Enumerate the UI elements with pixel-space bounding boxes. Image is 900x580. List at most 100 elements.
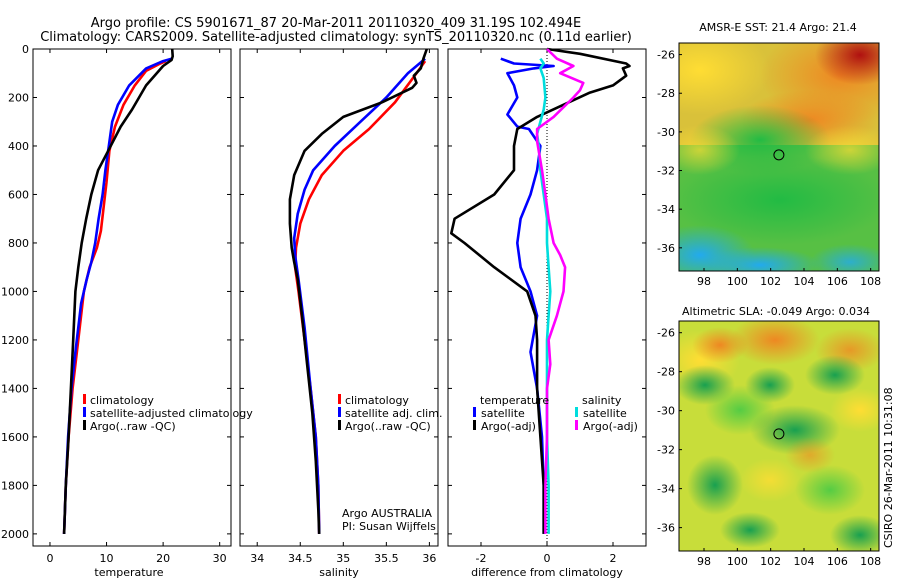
sst-map-panel: AMSR-E SST: 21.4 Argo: 21.4 98 100 102 104 1… xyxy=(657,21,881,288)
difference-legend: temperature satellite Argo(-adj) salinit… xyxy=(473,394,638,433)
sst-lat-tick-label: -30 xyxy=(657,126,675,139)
depth-tick-label: 1200 xyxy=(1,334,29,347)
sla-lon-tick-label: 100 xyxy=(727,555,748,568)
salinity-panel: 34 34.5 35 35.5 36 salinity climatology sate… xyxy=(239,48,442,579)
depth-tick-label: 1400 xyxy=(1,382,29,395)
legend-heading-temperature: temperature xyxy=(480,394,549,407)
sla-lon-tick-label: 106 xyxy=(827,555,848,568)
temperature-plot-frame xyxy=(32,48,232,547)
salinity-x-tick-label: 36 xyxy=(422,552,436,565)
difference-x-tick-label: -2 xyxy=(476,552,487,565)
salinity-plot-frame xyxy=(239,48,439,547)
salinity-x-tick-label: 34.5 xyxy=(288,552,313,565)
salinity-series-line xyxy=(288,48,429,534)
difference-y-ticks xyxy=(448,48,646,535)
sst-lat-tick-label: -32 xyxy=(657,165,675,178)
sla-lat-tick-label: -32 xyxy=(657,444,675,457)
temperature-y-axis: 0 200 400 600 800 1000 1200 1400 1600 1800 2000 xyxy=(1,43,231,541)
salinity-x-tick-label: 35.5 xyxy=(374,552,399,565)
difference-series-line xyxy=(535,48,585,534)
sla-lat-tick-label: -36 xyxy=(657,522,675,535)
depth-tick-label: 400 xyxy=(8,140,29,153)
salinity-x-tick-label: 35 xyxy=(336,552,350,565)
legend-label-temp-argo: Argo(-adj) xyxy=(481,420,536,433)
depth-tick-label: 0 xyxy=(22,43,29,56)
sst-lat-tick-label: -28 xyxy=(657,87,675,100)
temperature-x-tick-label: 0 xyxy=(46,552,53,565)
legend-label-temp-satellite: satellite xyxy=(481,407,525,420)
sla-lat-tick-label: -30 xyxy=(657,405,675,418)
difference-lines xyxy=(449,47,631,534)
figure-title-line2: Climatology: CARS2009. Satellite-adjuste… xyxy=(40,30,632,45)
temperature-xlabel: temperature xyxy=(94,566,163,579)
legend-label-satellite: satellite-adjusted climatology xyxy=(90,407,253,420)
salinity-series-line xyxy=(292,57,426,534)
legend-swatch-climatology xyxy=(338,394,341,404)
sst-lon-tick-label: 98 xyxy=(697,275,711,288)
difference-series-line xyxy=(500,57,555,534)
annotation-argo-australia: Argo AUSTRALIA xyxy=(342,507,432,520)
sla-lon-tick-label: 102 xyxy=(760,555,781,568)
sla-lon-tick-label: 98 xyxy=(697,555,711,568)
temperature-x-axis: 0 10 20 30 xyxy=(46,49,227,565)
difference-x-tick-label: 0 xyxy=(544,552,551,565)
sst-map-axes: 98 100 102 104 106 108 -26 -28 -30 -32 -34 -36 xyxy=(657,49,881,288)
sst-lat-tick-label: -36 xyxy=(657,242,675,255)
sla-lat-tick-label: -34 xyxy=(657,483,675,496)
salinity-xlabel: salinity xyxy=(319,566,359,579)
legend-swatch-argo xyxy=(338,420,341,430)
sla-map-title: Altimetric SLA: -0.049 Argo: 0.034 xyxy=(682,305,870,318)
temperature-panel: 0 200 400 600 800 1000 1200 1400 1600 1800 2000 0 1… xyxy=(1,43,253,579)
sla-lat-tick-label: -26 xyxy=(657,327,675,340)
temperature-legend: climatology satellite-adjusted climatolo… xyxy=(83,394,253,433)
salinity-lines xyxy=(288,48,429,534)
salinity-x-axis: 34 34.5 35 35.5 36 xyxy=(250,49,436,565)
sst-map-title: AMSR-E SST: 21.4 Argo: 21.4 xyxy=(699,21,857,34)
temperature-x-tick-label: 20 xyxy=(156,552,170,565)
sla-map-axes: 98 100 102 104 106 108 -26 -28 -30 -32 -34 -36 xyxy=(657,327,881,568)
depth-tick-label: 1600 xyxy=(1,431,29,444)
depth-tick-label: 600 xyxy=(8,188,29,201)
figure-title-line1: Argo profile: CS 5901671_87 20-Mar-2011 … xyxy=(91,16,581,31)
sst-lon-tick-label: 104 xyxy=(794,275,815,288)
sla-lon-tick-label: 108 xyxy=(860,555,881,568)
legend-label-climatology: climatology xyxy=(90,394,154,407)
depth-tick-label: 800 xyxy=(8,237,29,250)
creation-stamp: CSIRO 26-Mar-2011 10:31:08 xyxy=(882,387,895,548)
temperature-series-line xyxy=(62,59,167,534)
salinity-x-tick-label: 34 xyxy=(250,552,264,565)
depth-tick-label: 1000 xyxy=(1,285,29,298)
legend-label-sal-satellite: satellite xyxy=(583,407,627,420)
sla-lat-tick-label: -28 xyxy=(657,366,675,379)
legend-label-argo: Argo(..raw -QC) xyxy=(90,420,176,433)
legend-swatch-satellite xyxy=(338,407,341,417)
depth-tick-label: 1800 xyxy=(1,479,29,492)
legend-label-satellite: satellite adj. clim. xyxy=(345,407,442,420)
sst-lon-tick-label: 106 xyxy=(827,275,848,288)
sst-lon-tick-label: 102 xyxy=(760,275,781,288)
legend-swatch-temp-satellite xyxy=(473,407,476,417)
sst-lat-tick-label: -34 xyxy=(657,203,675,216)
legend-swatch-argo xyxy=(83,420,86,430)
legend-label-argo: Argo(..raw -QC) xyxy=(345,420,431,433)
legend-swatch-satellite xyxy=(83,407,86,417)
sla-map-panel: Altimetric SLA: -0.049 Argo: 0.034 98 100… xyxy=(657,305,881,568)
legend-heading-salinity: salinity xyxy=(582,394,622,407)
difference-series-line xyxy=(535,57,552,534)
sst-lon-tick-label: 100 xyxy=(727,275,748,288)
sla-map-frame xyxy=(678,320,880,552)
sla-argo-location-marker xyxy=(773,428,785,440)
sst-argo-location-marker xyxy=(773,149,785,161)
sla-heatmap xyxy=(679,321,879,551)
salinity-legend: climatology satellite adj. clim. Argo(..… xyxy=(338,394,442,433)
sst-lon-tick-label: 108 xyxy=(860,275,881,288)
legend-swatch-temp-argo xyxy=(473,420,476,430)
temperature-x-tick-label: 10 xyxy=(100,552,114,565)
temperature-x-tick-label: 30 xyxy=(213,552,227,565)
sst-map-frame xyxy=(678,42,880,272)
temperature-lines xyxy=(62,48,174,534)
difference-series-line xyxy=(449,47,631,534)
salinity-y-ticks xyxy=(240,48,438,535)
difference-xlabel: difference from climatology xyxy=(471,566,623,579)
